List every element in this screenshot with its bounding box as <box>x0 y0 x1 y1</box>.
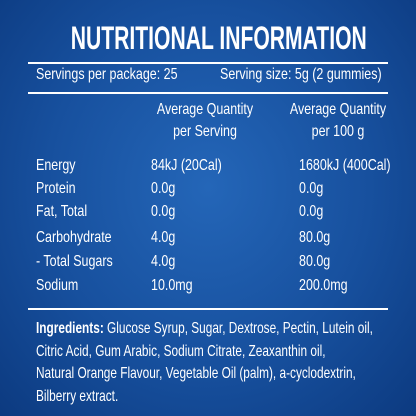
ingredients-line: Bilberry extract. <box>36 388 118 406</box>
column-header: Average Quantity <box>289 101 387 118</box>
ingredients-line: Natural Orange Flavour, Vegetable Oil (p… <box>36 365 356 383</box>
column-header: per Serving <box>173 123 237 140</box>
row-label: Fat, Total <box>36 203 88 220</box>
ingredients-text: Natural Orange Flavour, Vegetable Oil (p… <box>36 365 356 382</box>
rule <box>28 62 388 64</box>
ingredients-line: Citric Acid, Gum Arabic, Sodium Citrate,… <box>36 343 326 361</box>
cell: 4.0g <box>151 253 176 270</box>
ingredients-line: Ingredients: Glucose Syrup, Sugar, Dextr… <box>36 320 373 338</box>
servings-per-package: Servings per package: 25 <box>36 66 178 83</box>
cell: 0.0g <box>151 203 176 220</box>
cell: 84kJ (20Cal) <box>151 157 222 174</box>
cell: 0.0g <box>299 203 324 220</box>
serving-size: Serving size: 5g (2 gummies) <box>220 66 382 83</box>
rule <box>28 308 388 310</box>
ingredients-text: Bilberry extract. <box>36 387 119 405</box>
column-header: per 100 g <box>311 123 365 140</box>
row-label: Energy <box>36 157 76 174</box>
ingredients-text: Citric Acid, Gum Arabic, Sodium Citrate,… <box>36 342 326 360</box>
title: NUTRITIONAL INFORMATION <box>70 20 367 56</box>
row-label: Carbohydrate <box>36 229 112 246</box>
cell: 4.0g <box>151 229 176 246</box>
rule <box>28 92 388 94</box>
cell: 200.0mg <box>299 277 348 294</box>
row-label: - Total Sugars <box>36 253 113 270</box>
cell: 0.0g <box>299 180 324 197</box>
cell: 80.0g <box>299 229 331 246</box>
row-label: Protein <box>36 180 76 197</box>
cell: 80.0g <box>299 253 331 270</box>
column-header: Average Quantity <box>156 101 254 118</box>
cell: 10.0mg <box>151 277 193 294</box>
row-label: Sodium <box>36 277 79 294</box>
cell: 1680kJ (400Cal) <box>299 157 391 174</box>
ingredients-text: Glucose Syrup, Sugar, Dextrose, Pectin, … <box>107 320 373 337</box>
cell: 0.0g <box>151 180 176 197</box>
ingredients-label: Ingredients: <box>36 320 104 337</box>
